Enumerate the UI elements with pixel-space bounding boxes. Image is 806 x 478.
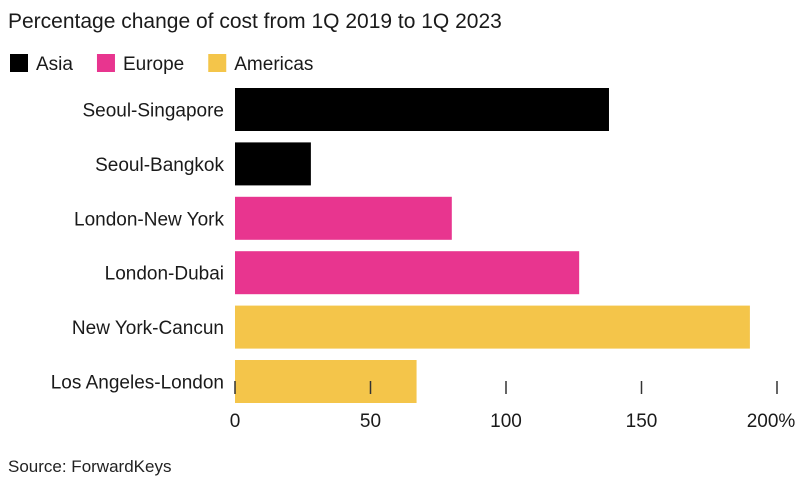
chart-title: Percentage change of cost from 1Q 2019 t… bbox=[8, 10, 502, 33]
bar-0 bbox=[235, 88, 609, 131]
category-labels: Seoul-Singapore Seoul-Bangkok London-New Y… bbox=[51, 101, 225, 394]
bar-4 bbox=[235, 305, 750, 349]
x-tick-label-4: 200% bbox=[747, 411, 796, 432]
bar-1 bbox=[235, 142, 311, 186]
legend-swatch-2 bbox=[208, 54, 227, 72]
bar-2 bbox=[235, 196, 452, 240]
legend-swatch-0 bbox=[10, 54, 28, 72]
category-label-3: London-Dubai bbox=[105, 264, 224, 285]
bar-3 bbox=[235, 251, 580, 295]
category-label-5: Los Angeles-London bbox=[51, 373, 224, 394]
legend-swatch-1 bbox=[96, 54, 115, 72]
category-label-0: Seoul-Singapore bbox=[82, 101, 224, 122]
source-note: Source: ForwardKeys bbox=[8, 457, 171, 476]
x-tick-label-0: 0 bbox=[230, 411, 241, 432]
x-axis: 0 50 100 150 200% bbox=[230, 381, 796, 432]
legend: Asia Europe Americas bbox=[10, 54, 313, 75]
x-tick-label-3: 150 bbox=[626, 411, 658, 432]
category-label-2: London-New York bbox=[74, 209, 224, 230]
category-label-4: New York-Cancun bbox=[72, 318, 224, 339]
legend-label-1: Europe bbox=[123, 54, 184, 75]
legend-label-0: Asia bbox=[36, 54, 73, 75]
bar-5 bbox=[235, 360, 417, 403]
category-label-1: Seoul-Bangkok bbox=[95, 155, 224, 176]
bars bbox=[235, 88, 750, 403]
x-tick-label-1: 50 bbox=[360, 411, 381, 432]
x-tick-label-2: 100 bbox=[490, 411, 522, 432]
legend-label-2: Americas bbox=[234, 54, 313, 75]
